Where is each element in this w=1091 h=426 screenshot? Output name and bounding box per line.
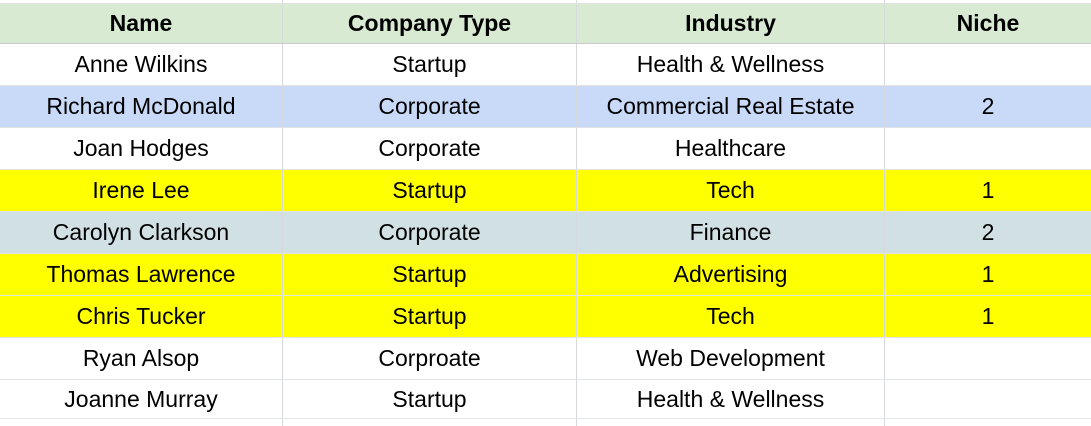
cutoff-row-top: [0, 0, 1091, 4]
cell-niche[interactable]: [885, 380, 1091, 418]
cell-company-type[interactable]: Startup: [283, 296, 577, 337]
cell-company-type[interactable]: Startup: [283, 44, 577, 85]
cell-niche[interactable]: 1: [981, 261, 995, 287]
cell-industry[interactable]: Commercial Real Estate: [577, 86, 885, 127]
cell-name[interactable]: Joanne Murray: [0, 380, 283, 418]
cell-name[interactable]: Irene Lee: [0, 170, 283, 211]
cutoff-cell: [577, 0, 885, 3]
cutoff-cell: [283, 0, 577, 3]
header-cell-name[interactable]: Name: [0, 4, 283, 43]
cell-niche[interactable]: 1: [981, 303, 995, 329]
cutoff-cell: [0, 0, 283, 3]
table-row: Chris Tucker Startup Tech 1: [0, 296, 1091, 338]
cell-industry[interactable]: Health & Wellness: [577, 380, 885, 418]
cell-industry[interactable]: Advertising: [577, 254, 885, 295]
table-header-row: Name Company Type Industry Niche: [0, 4, 1091, 44]
cutoff-cell: [885, 419, 1091, 426]
cell-niche[interactable]: [885, 128, 1091, 169]
cell-name[interactable]: Carolyn Clarkson: [0, 212, 283, 253]
table-row: Joanne Murray Startup Health & Wellness: [0, 380, 1091, 419]
cell-name[interactable]: Anne Wilkins: [0, 44, 283, 85]
cell-niche[interactable]: 2: [981, 93, 995, 119]
cell-industry[interactable]: Tech: [577, 170, 885, 211]
cell-niche[interactable]: 2: [981, 219, 995, 245]
cell-name[interactable]: Ryan Alsop: [0, 338, 283, 379]
cell-industry[interactable]: Tech: [577, 296, 885, 337]
table-row: Richard McDonald Corporate Commercial Re…: [0, 86, 1091, 128]
table-row: Irene Lee Startup Tech 1: [0, 170, 1091, 212]
cell-industry[interactable]: Health & Wellness: [577, 44, 885, 85]
cell-niche[interactable]: 1: [981, 177, 995, 203]
cutoff-cell: [0, 419, 283, 426]
table-row: Anne Wilkins Startup Health & Wellness: [0, 44, 1091, 86]
table-row: Ryan Alsop Corproate Web Development: [0, 338, 1091, 380]
cutoff-cell: [577, 419, 885, 426]
cell-company-type[interactable]: Startup: [283, 170, 577, 211]
cell-niche[interactable]: [885, 338, 1091, 379]
cell-name[interactable]: Thomas Lawrence: [0, 254, 283, 295]
cell-niche[interactable]: [885, 44, 1091, 85]
cell-company-type[interactable]: Startup: [283, 254, 577, 295]
cell-industry[interactable]: Web Development: [577, 338, 885, 379]
table-row: Carolyn Clarkson Corporate Finance 2: [0, 212, 1091, 254]
header-cell-industry[interactable]: Industry: [577, 4, 885, 43]
table-row: Thomas Lawrence Startup Advertising 1: [0, 254, 1091, 296]
header-cell-company-type[interactable]: Company Type: [283, 4, 577, 43]
table-row: Joan Hodges Corporate Healthcare: [0, 128, 1091, 170]
cell-company-type[interactable]: Corporate: [283, 212, 577, 253]
cell-company-type[interactable]: Corporate: [283, 128, 577, 169]
cell-name[interactable]: Richard McDonald: [0, 86, 283, 127]
cell-company-type[interactable]: Corproate: [283, 338, 577, 379]
cutoff-row-bottom: [0, 419, 1091, 426]
cutoff-cell: [283, 419, 577, 426]
cell-name[interactable]: Chris Tucker: [0, 296, 283, 337]
cutoff-cell: [885, 0, 1091, 3]
cell-industry[interactable]: Healthcare: [577, 128, 885, 169]
header-cell-niche[interactable]: Niche: [956, 10, 1020, 36]
cell-company-type[interactable]: Startup: [283, 380, 577, 418]
cell-company-type[interactable]: Corporate: [283, 86, 577, 127]
cell-industry[interactable]: Finance: [577, 212, 885, 253]
cell-name[interactable]: Joan Hodges: [0, 128, 283, 169]
